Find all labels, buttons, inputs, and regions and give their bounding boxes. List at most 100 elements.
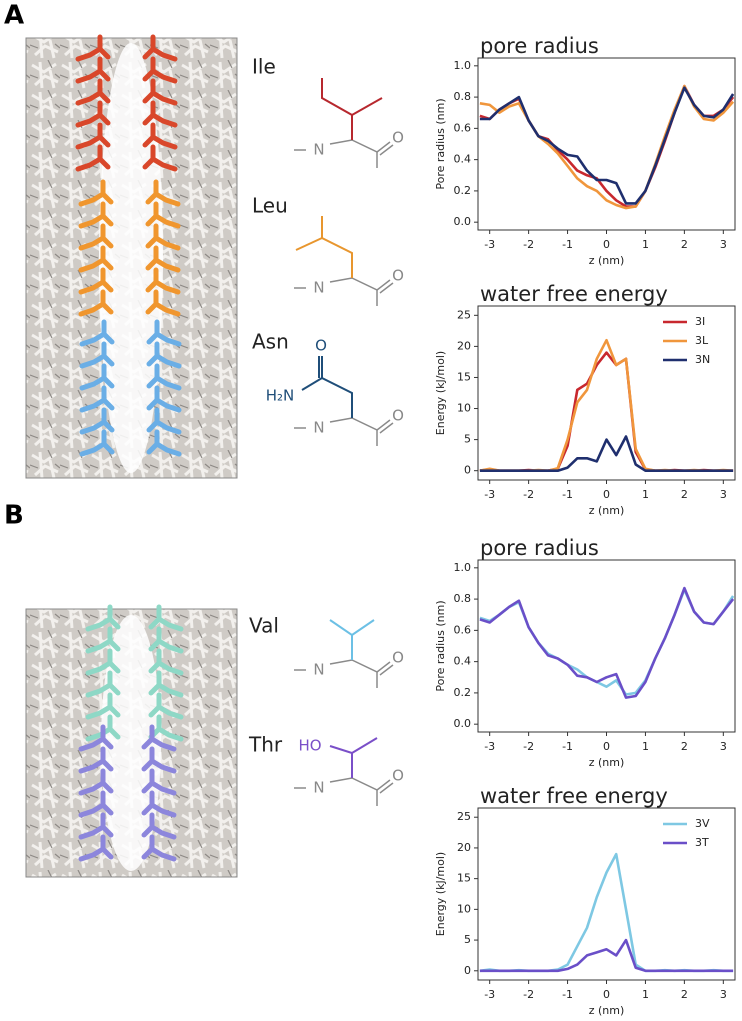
plot-frame [477, 807, 736, 981]
y-tick-label: 1.0 [454, 59, 472, 72]
atom-label: O [315, 337, 327, 355]
residue-stick [78, 790, 114, 818]
bond [376, 779, 394, 794]
y-tick-label: 0.2 [454, 686, 472, 699]
panel-label: B [4, 501, 24, 531]
residue-stick [146, 341, 182, 369]
residue-stick [148, 648, 184, 676]
x-axis-label: z (nm) [589, 504, 625, 517]
residue-stick [145, 201, 181, 229]
atom-label: N [313, 279, 324, 297]
residue-stick [78, 201, 114, 229]
residue-stick [75, 78, 111, 106]
residue-stick [145, 267, 181, 295]
residue-stick [142, 78, 178, 106]
residue-stick [142, 56, 178, 84]
x-tick-label: -2 [523, 988, 534, 1001]
side-chain [351, 737, 378, 754]
y-axis-label: Energy (kJ/mol) [434, 852, 447, 936]
y-tick-label: 25 [457, 308, 471, 321]
residue-stick [146, 429, 182, 457]
residue-stick [79, 385, 115, 413]
residue-stick [146, 363, 182, 391]
x-tick-label: -1 [562, 488, 573, 501]
plot-frame [477, 57, 736, 231]
x-axis-label: z (nm) [589, 254, 625, 267]
x-tick-label: 1 [642, 238, 649, 251]
x-tick-label: -3 [484, 988, 495, 1001]
bond [329, 277, 378, 306]
x-tick-label: 1 [642, 488, 649, 501]
residue-stick [142, 122, 178, 150]
residue-stick [85, 626, 121, 654]
series-line [479, 852, 734, 973]
residue-stick [141, 790, 177, 818]
residue-stick [79, 429, 115, 457]
residue-stick [78, 812, 114, 840]
residue-stick [142, 144, 178, 172]
side-chain [321, 216, 353, 278]
chart-title: water free energy [480, 784, 668, 808]
x-tick-label: 3 [720, 988, 727, 1001]
side-chain [301, 377, 323, 391]
residue-stick [78, 223, 114, 251]
bond [376, 661, 394, 676]
bond [329, 777, 378, 806]
residue-stick [146, 385, 182, 413]
series-line [479, 938, 734, 973]
x-axis-label: z (nm) [589, 1004, 625, 1017]
y-tick-label: 0.6 [454, 121, 472, 134]
y-tick-label: 0.0 [454, 215, 472, 228]
legend-label: 3I [695, 315, 705, 328]
series-line [479, 86, 735, 205]
side-chain [329, 745, 353, 778]
y-axis-label: Energy (kJ/mol) [434, 351, 447, 435]
y-axis-label: Pore radius (nm) [434, 98, 447, 189]
y-tick-label: 15 [457, 872, 471, 885]
residue-stick [145, 245, 181, 273]
residue-name: Asn [252, 330, 289, 354]
atom-label: H₂N [266, 387, 295, 405]
residue-stick [75, 56, 111, 84]
residue-stick [75, 122, 111, 150]
x-tick-label: -1 [562, 740, 573, 753]
residue-stick [146, 407, 182, 435]
residue-stick [79, 363, 115, 391]
y-tick-label: 25 [457, 810, 471, 823]
y-tick-label: 5 [464, 933, 471, 946]
residue-stick [78, 834, 114, 862]
residue-stick [78, 245, 114, 273]
residue-stick [145, 289, 181, 317]
y-tick-label: 10 [457, 402, 471, 415]
residue-stick [75, 100, 111, 128]
side-chain [321, 356, 353, 418]
bond [329, 139, 378, 168]
residue-stick [79, 319, 115, 347]
residue-stick [142, 100, 178, 128]
x-tick-label: 1 [642, 740, 649, 753]
y-tick-label: 0 [464, 464, 471, 477]
y-tick-label: 0.8 [454, 592, 472, 605]
residue-stick [78, 289, 114, 317]
residue-stick [78, 768, 114, 796]
y-tick-label: 0.4 [454, 655, 472, 668]
residue-stick [146, 319, 182, 347]
atom-label: HO [298, 737, 321, 755]
x-tick-label: -3 [484, 740, 495, 753]
bond [376, 279, 394, 294]
x-tick-label: 1 [642, 988, 649, 1001]
residue-stick [78, 267, 114, 295]
side-chain [295, 237, 323, 251]
plot-frame [477, 305, 736, 481]
x-tick-label: 3 [720, 740, 727, 753]
residue-stick [142, 34, 178, 62]
series-line [479, 435, 734, 472]
side-chain [321, 78, 353, 140]
residue-stick [141, 812, 177, 840]
x-tick-label: 2 [681, 740, 688, 753]
y-tick-label: 0.2 [454, 184, 472, 197]
residue-stick [145, 179, 181, 207]
x-axis-label: z (nm) [589, 756, 625, 769]
x-tick-label: -3 [484, 238, 495, 251]
